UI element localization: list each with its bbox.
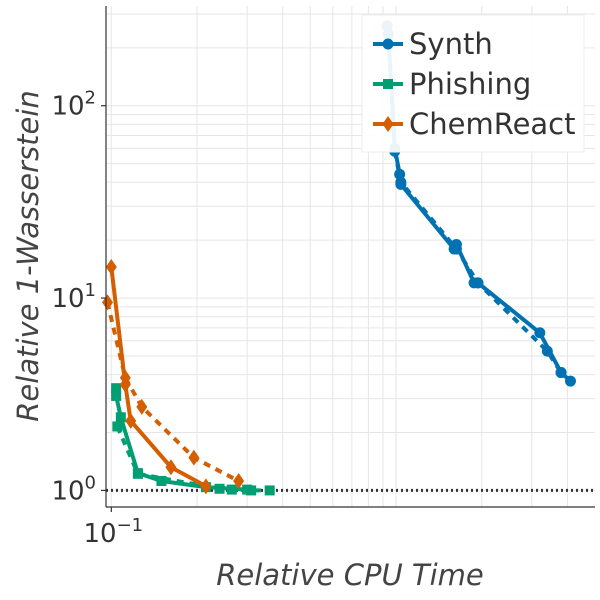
- legend: Synth Phishing ChemReact: [361, 14, 585, 153]
- data-point-phishing-dashed: [264, 485, 275, 496]
- data-point-chemreact: [165, 459, 177, 476]
- data-point-chemreact: [125, 412, 137, 429]
- legend-item-chemreact: ChemReact: [373, 107, 576, 141]
- data-point-phishing-dashed: [226, 484, 237, 495]
- data-point-chemreact: [119, 376, 131, 393]
- data-point-phishing: [156, 475, 167, 486]
- data-point-synth: [534, 327, 546, 339]
- data-point-synth: [394, 168, 406, 180]
- legend-item-synth: Synth: [373, 27, 493, 61]
- data-point-phishing-dashed: [112, 421, 123, 432]
- legend-label-synth: Synth: [409, 27, 493, 61]
- data-point-phishing: [115, 412, 126, 423]
- data-point-synth: [555, 367, 567, 379]
- data-point-chemreact: [200, 478, 212, 495]
- series-chemreact: [102, 259, 245, 495]
- legend-marker-synth: [382, 38, 394, 50]
- axis-ticks: 100 101 102 10−1: [51, 88, 143, 549]
- series-group: [102, 20, 576, 496]
- data-point-phishing: [111, 390, 122, 401]
- legend-label-chemreact: ChemReact: [409, 107, 576, 141]
- data-point-phishing: [132, 468, 143, 479]
- data-point-synth-dashed: [541, 345, 553, 357]
- y-axis-label: Relative 1-Wasserstein: [11, 90, 45, 421]
- y-tick-label: 101: [51, 280, 96, 314]
- data-point-synth: [472, 277, 484, 289]
- data-point-synth: [395, 178, 407, 190]
- data-point-chemreact-dashed: [188, 449, 200, 466]
- legend-label-phishing: Phishing: [409, 67, 531, 101]
- data-point-synth-dashed: [564, 375, 576, 387]
- legend-item-phishing: Phishing: [373, 67, 531, 101]
- legend-marker-phishing: [383, 79, 393, 89]
- data-point-chemreact-dashed: [233, 472, 245, 489]
- data-point-chemreact: [105, 259, 117, 276]
- y-tick-label: 102: [51, 88, 96, 122]
- legend-marker-chemreact: [382, 116, 394, 132]
- data-point-chemreact-dashed: [136, 398, 148, 415]
- data-point-synth: [450, 238, 462, 250]
- x-axis-label: Relative CPU Time: [216, 558, 484, 592]
- y-tick-label: 100: [51, 472, 96, 506]
- data-point-phishing: [111, 383, 122, 394]
- x-tick-label: 10−1: [83, 515, 143, 549]
- data-point-phishing: [242, 484, 253, 495]
- data-point-phishing-dashed: [214, 483, 225, 494]
